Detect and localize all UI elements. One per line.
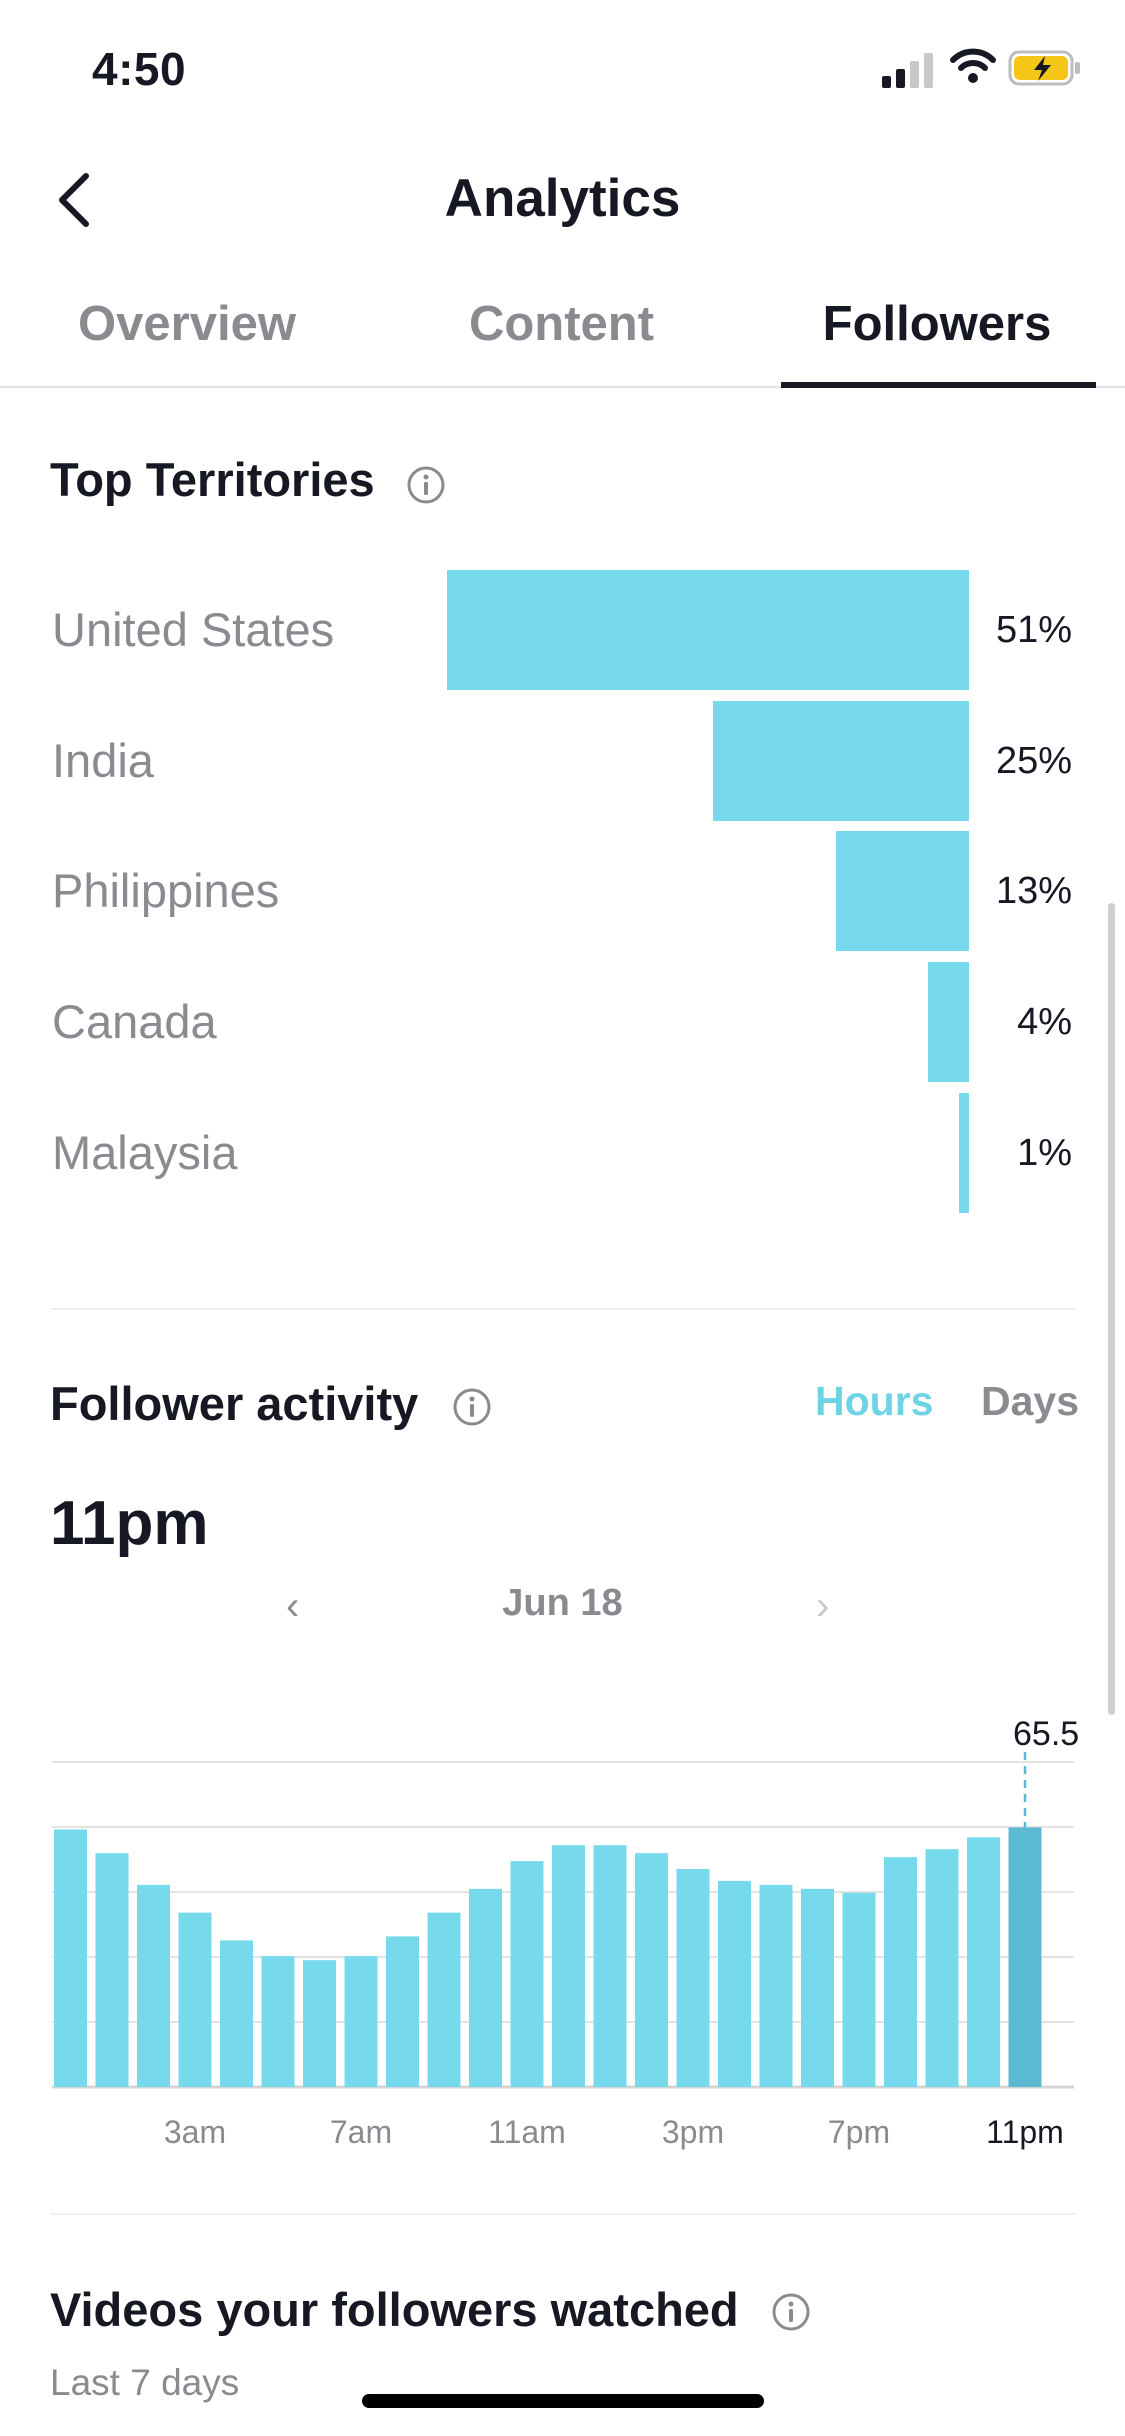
days-toggle[interactable]: Days — [981, 1378, 1080, 1424]
selected-value-label: 65.5 — [1013, 1715, 1079, 1753]
tab-content[interactable]: Content — [468, 297, 655, 351]
chart-bar[interactable] — [261, 1956, 295, 2087]
tabs-divider — [0, 386, 1125, 388]
territory-name: United States — [52, 603, 335, 656]
territory-bar — [959, 1093, 969, 1213]
chart-bar[interactable] — [344, 1956, 378, 2087]
back-arrow-icon[interactable] — [52, 170, 96, 230]
chart-bar[interactable] — [303, 1960, 336, 2087]
chart-bar[interactable] — [95, 1853, 129, 2087]
chart-bar[interactable] — [593, 1845, 627, 2087]
chart-bar[interactable] — [925, 1849, 959, 2087]
selected-hour: 11pm — [50, 1489, 209, 1558]
chart-bar[interactable] — [552, 1845, 585, 2087]
follower-activity-title: Follower activity — [50, 1377, 419, 1430]
cellular-signal-icon — [882, 53, 933, 88]
territory-name: Canada — [52, 995, 217, 1048]
chart-bar[interactable] — [137, 1884, 170, 2087]
chart-bar[interactable] — [718, 1880, 751, 2087]
chart-bar[interactable] — [427, 1912, 461, 2087]
info-icon[interactable] — [771, 2292, 811, 2332]
chart-bar[interactable] — [801, 1888, 834, 2087]
hours-toggle[interactable]: Hours — [815, 1378, 934, 1424]
x-tick-label: 3am — [164, 2114, 226, 2150]
home-indicator[interactable] — [362, 2394, 764, 2408]
date-label: Jun 18 — [502, 1582, 623, 1624]
top-territories-title: Top Territories — [50, 453, 375, 506]
battery-charging-icon — [1008, 50, 1080, 86]
chart-bar[interactable] — [54, 1829, 87, 2087]
videos-watched-title: Videos your followers watched — [50, 2283, 739, 2336]
prev-date-chevron-icon[interactable]: ‹ — [286, 1584, 300, 1628]
chart-bar[interactable] — [759, 1884, 793, 2087]
chart-bar[interactable] — [842, 1892, 876, 2087]
chart-bar-selected[interactable] — [1008, 1827, 1042, 2087]
scrollbar[interactable] — [1108, 903, 1115, 1715]
tab-overview[interactable]: Overview — [78, 297, 296, 351]
x-tick-label: 11pm — [986, 2114, 1064, 2150]
territory-percent: 1% — [1017, 1132, 1072, 1174]
territory-bar — [447, 570, 969, 690]
territory-percent: 25% — [995, 740, 1072, 782]
active-tab-indicator — [781, 382, 1096, 388]
x-tick-label: 3pm — [662, 2114, 724, 2150]
videos-watched-subtitle: Last 7 days — [50, 2362, 240, 2403]
section-divider — [50, 1308, 1076, 1310]
page-title: Analytics — [444, 169, 681, 228]
territory-bar — [928, 962, 969, 1082]
chart-bar[interactable] — [386, 1936, 419, 2087]
info-icon[interactable] — [406, 465, 446, 505]
chart-bars — [54, 1752, 1042, 2087]
territory-bar — [836, 831, 969, 951]
follower-activity-chart: 65.5 3am 7am 11am 3pm 7pm 11pm — [52, 1715, 1079, 2150]
chart-bar[interactable] — [469, 1888, 502, 2087]
wifi-icon — [950, 48, 996, 83]
territory-name: Malaysia — [52, 1126, 238, 1179]
tab-followers[interactable]: Followers — [822, 297, 1052, 351]
section-divider — [50, 2213, 1076, 2215]
territory-percent: 4% — [1017, 1001, 1072, 1043]
chart-bar[interactable] — [676, 1869, 710, 2087]
x-tick-label: 7am — [330, 2114, 392, 2150]
x-tick-label: 7pm — [828, 2114, 890, 2150]
chart-bar[interactable] — [510, 1861, 544, 2087]
chart-bar[interactable] — [635, 1853, 668, 2087]
chart-bar[interactable] — [884, 1857, 917, 2087]
territory-bar — [713, 701, 969, 821]
territory-name: India — [52, 734, 154, 787]
chart-bar[interactable] — [220, 1940, 253, 2087]
chart-bar[interactable] — [967, 1837, 1000, 2087]
territory-percent: 13% — [995, 870, 1072, 912]
chart-bar[interactable] — [178, 1912, 212, 2087]
status-time: 4:50 — [92, 43, 187, 95]
x-axis-labels: 3am 7am 11am 3pm 7pm 11pm — [164, 2114, 1064, 2150]
territory-name: Philippines — [52, 864, 280, 917]
x-tick-label: 11am — [488, 2114, 566, 2150]
next-date-chevron-icon[interactable]: › — [816, 1584, 830, 1628]
territory-percent: 51% — [995, 609, 1072, 651]
info-icon[interactable] — [452, 1387, 492, 1427]
